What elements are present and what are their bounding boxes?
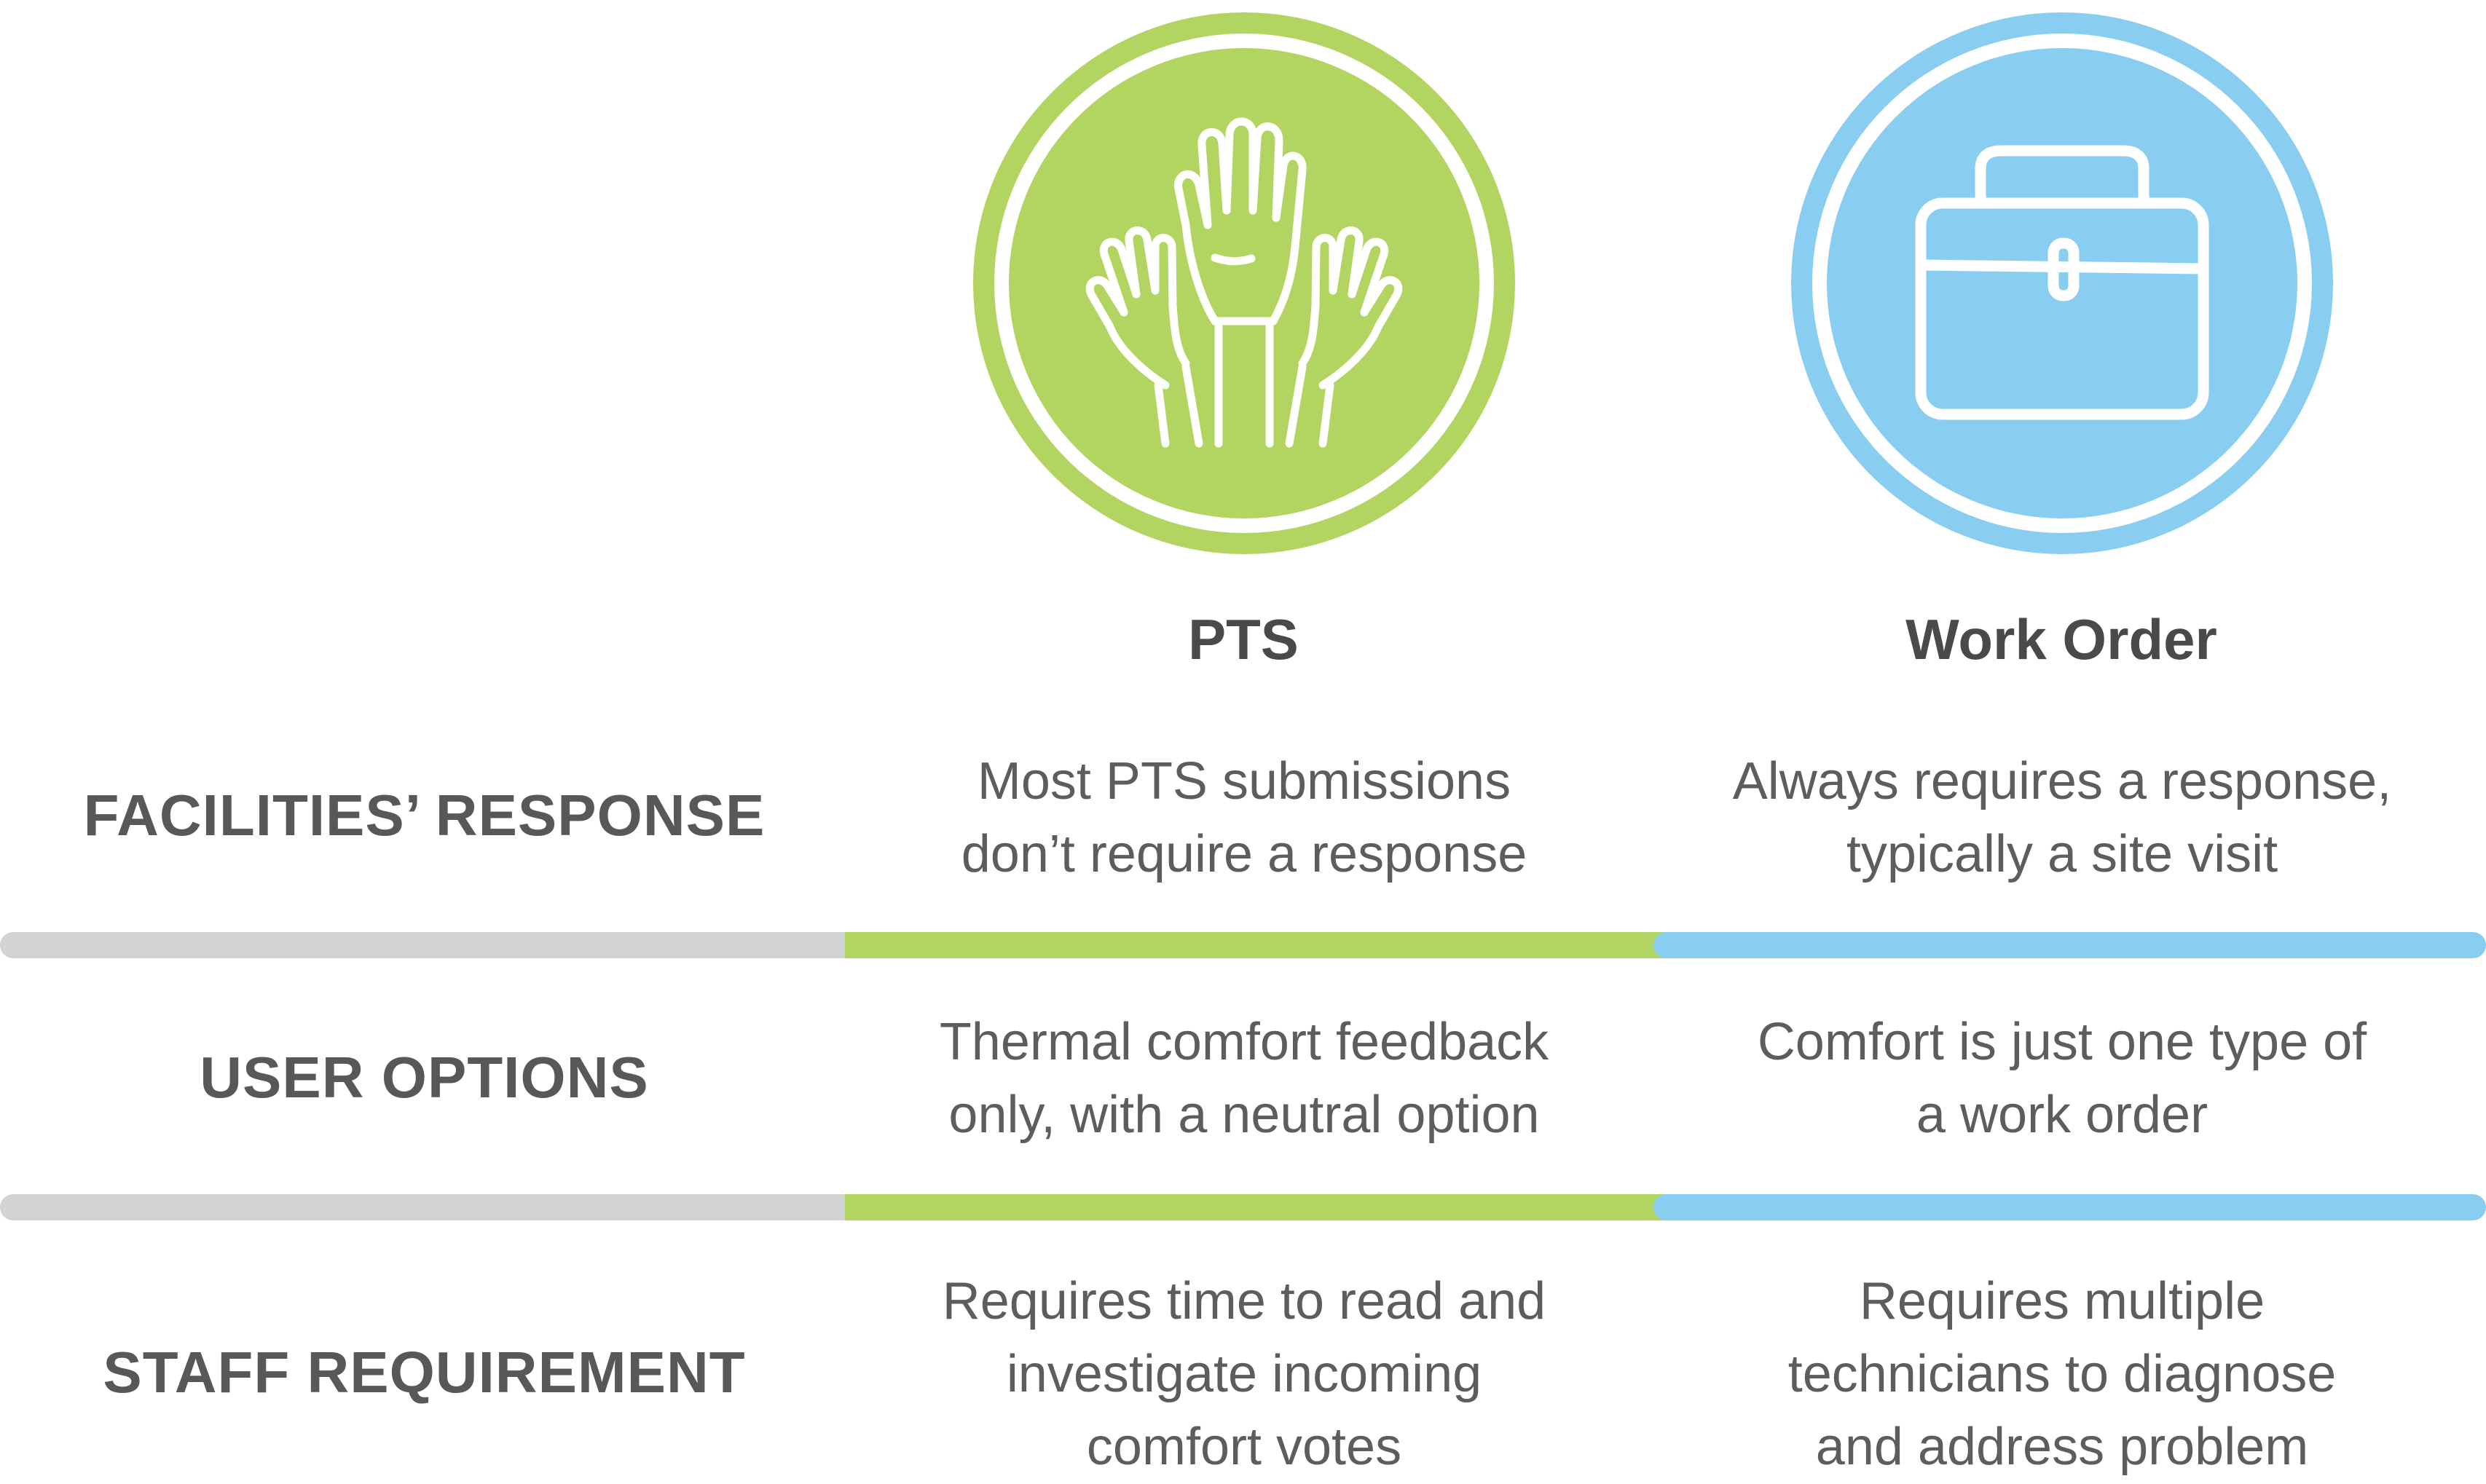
wo-user-options-cell: Comfort is just one type of a work order — [1669, 1006, 2455, 1151]
cell-line: a work order — [1916, 1086, 2208, 1144]
pts-user-options-cell: Thermal comfort feedback only, with a ne… — [851, 1006, 1637, 1151]
row-divider — [0, 932, 2486, 958]
cell-line: comfort votes — [1086, 1418, 1402, 1476]
wo-staff-requirement-cell: Requires multiple technicians to diagnos… — [1669, 1265, 2455, 1483]
wo-facilities-response-cell: Always requires a response, typically a … — [1669, 745, 2455, 891]
row-label-facilities-response: FACILITIES’ RESPONSE — [83, 783, 766, 848]
toolbox-icon — [1791, 12, 2333, 554]
cell-line: Requires time to read and — [942, 1272, 1546, 1330]
cell-line: Most PTS submissions — [977, 752, 1511, 810]
row-divider — [0, 1194, 2486, 1220]
work-order-column-title: Work Order — [1905, 607, 2217, 671]
cell-line: typically a site visit — [1846, 825, 2278, 883]
work-order-icon-badge — [1785, 7, 2339, 560]
row-label-user-options: USER OPTIONS — [200, 1045, 649, 1110]
raised-hands-icon — [973, 12, 1515, 554]
cell-line: investigate incoming — [1006, 1345, 1482, 1403]
cell-line: Requires multiple — [1859, 1272, 2265, 1330]
row-label-staff-requirement: STAFF REQUIREMENT — [103, 1340, 746, 1405]
cell-line: Comfort is just one type of — [1757, 1013, 2367, 1071]
pts-column-title: PTS — [1188, 607, 1299, 671]
cell-line: technicians to diagnose — [1787, 1345, 2337, 1403]
cell-line: only, with a neutral option — [948, 1086, 1540, 1144]
cell-line: Always requires a response, — [1732, 752, 2392, 810]
pts-icon-badge — [967, 7, 1521, 560]
pts-staff-requirement-cell: Requires time to read and investigate in… — [851, 1265, 1637, 1483]
cell-line: don’t require a response — [961, 825, 1527, 883]
cell-line: Thermal comfort feedback — [939, 1013, 1549, 1071]
cell-line: and address problem — [1815, 1418, 2309, 1476]
pts-facilities-response-cell: Most PTS submissions don’t require a res… — [851, 745, 1637, 891]
